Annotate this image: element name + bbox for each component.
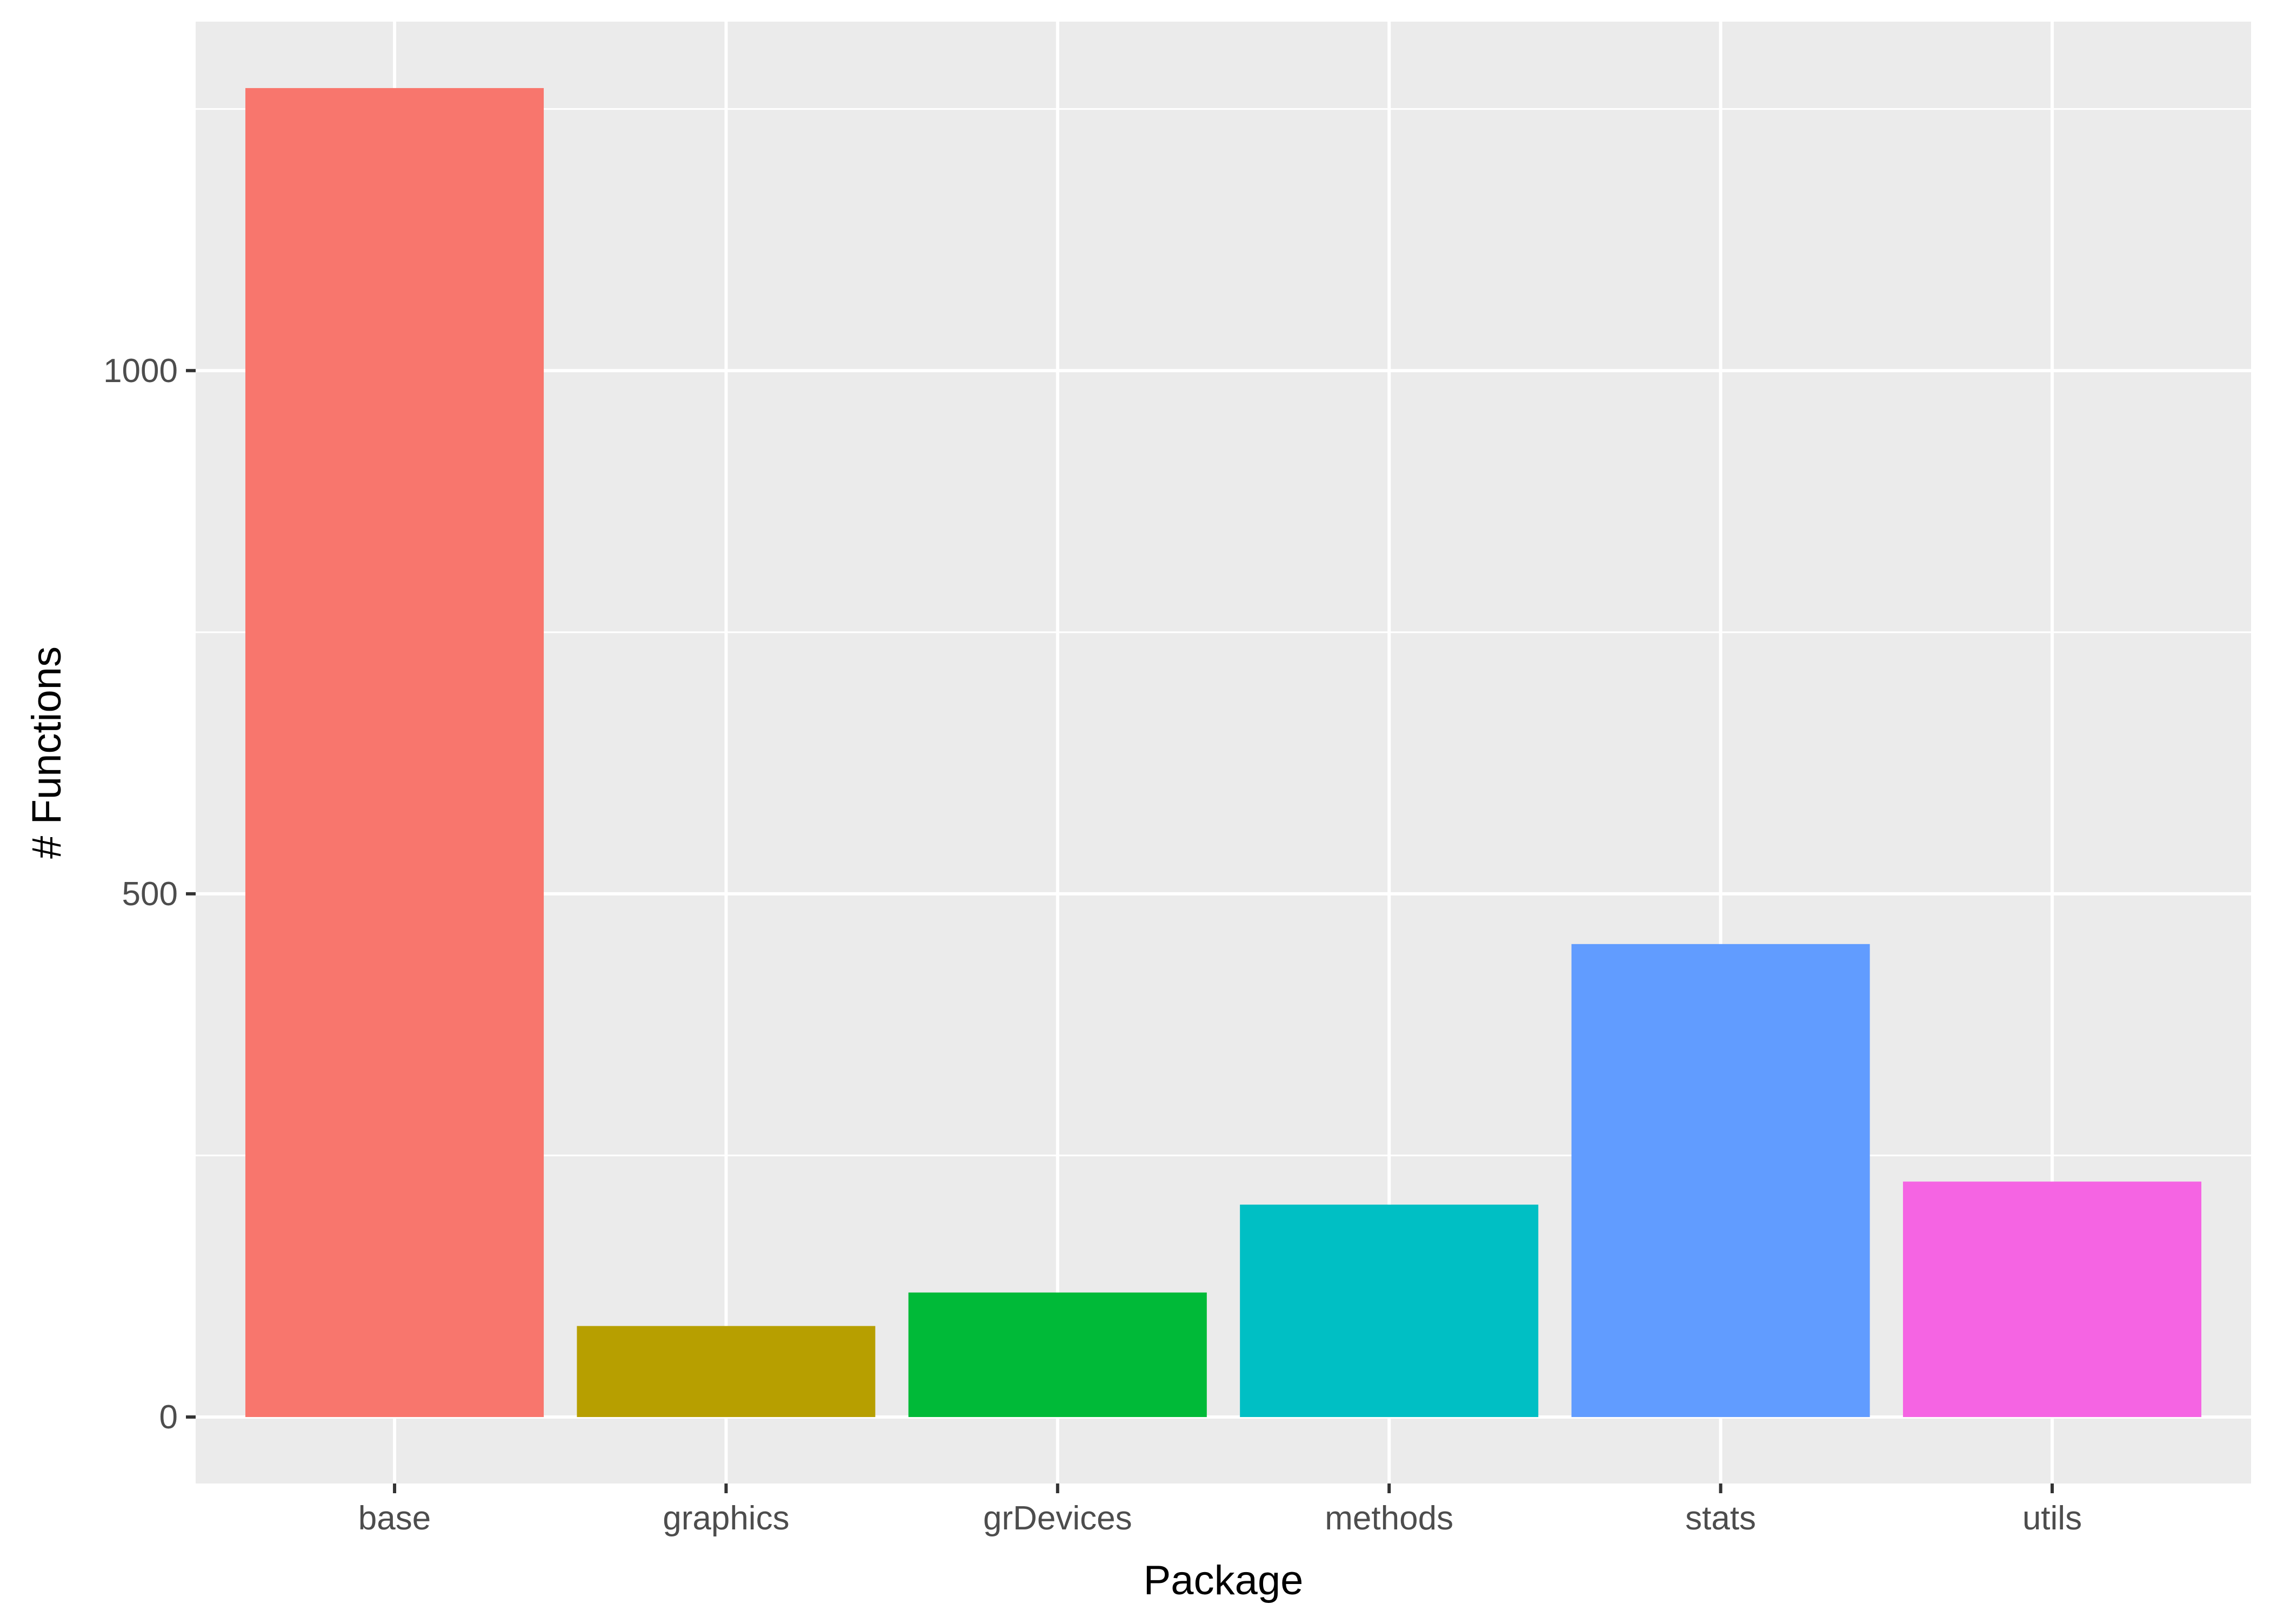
x-tick-label: methods — [1325, 1500, 1453, 1537]
bars — [245, 88, 2201, 1418]
x-tick-label: stats — [1685, 1500, 1756, 1537]
bar-methods — [1240, 1204, 1539, 1418]
y-axis: 0 500 1000 — [103, 352, 196, 1436]
bar-utils — [1902, 1181, 2201, 1418]
x-axis: base graphics grDevices methods stats utils — [358, 1483, 2082, 1537]
x-tick-label: graphics — [663, 1500, 789, 1537]
y-tick-label: 1000 — [103, 352, 178, 390]
x-tick-label: utils — [2022, 1500, 2082, 1537]
bar-base — [245, 88, 544, 1418]
y-tick-label: 500 — [122, 876, 178, 913]
x-axis-title: Package — [1144, 1558, 1304, 1603]
y-axis-title: # Functions — [24, 646, 70, 859]
x-tick-label: grDevices — [983, 1500, 1132, 1537]
bar-graphics — [577, 1326, 876, 1418]
y-tick-label: 0 — [159, 1399, 178, 1436]
x-tick-label: base — [358, 1500, 431, 1537]
bar-grDevices — [908, 1292, 1207, 1418]
bar-stats — [1571, 944, 1870, 1418]
